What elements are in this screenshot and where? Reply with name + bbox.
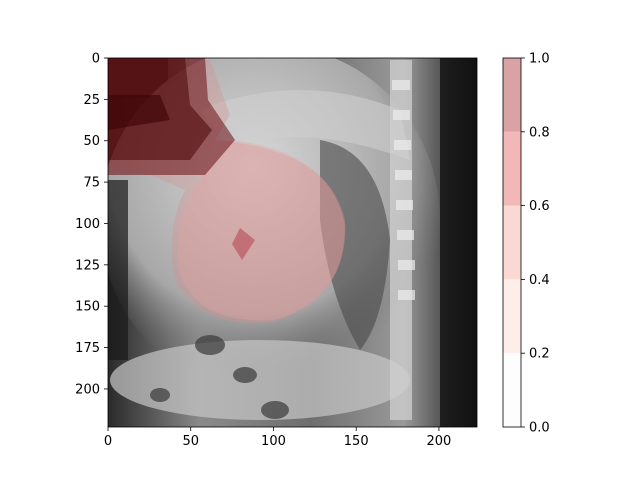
colorbar-band [503,279,521,354]
colorbar-tick-label: 0.4 [529,273,550,288]
y-tick-label: 75 [83,176,100,191]
plot-frame [107,57,478,428]
x-tick-label: 50 [182,434,199,449]
colorbar-band [503,205,521,280]
x-tick-label: 200 [427,434,452,449]
y-tick-label: 125 [75,258,100,273]
colorbar-tick-label: 0.2 [529,347,550,362]
overlay-heart-region [177,140,345,321]
y-tick-label: 100 [75,217,100,232]
x-tick-label: 150 [344,434,369,449]
colorbar-tick-label: 1.0 [529,52,550,67]
y-axis: 0 25 50 75 100 125 150 175 200 [75,52,108,397]
y-tick-label: 25 [83,93,100,108]
colorbar-tick-label: 0.6 [529,199,550,214]
colorbar-band [503,131,521,206]
colorbar: 0.0 0.2 0.4 0.6 0.8 1.0 [502,52,550,436]
y-tick-label: 175 [75,341,100,356]
colorbar-tick-label: 0.8 [529,125,550,140]
y-tick-label: 0 [92,52,100,67]
colorbar-frame [502,57,522,428]
y-tick-label: 200 [75,382,100,397]
x-tick-label: 100 [261,434,286,449]
y-tick-label: 50 [83,134,100,149]
overlay-core-region [108,95,170,130]
xray-image [108,58,477,427]
colorbar-band [503,58,521,132]
colorbar-band [503,353,521,427]
x-axis: 0 50 100 150 200 [104,427,451,449]
colorbar-tick-label: 0.0 [529,421,550,436]
y-tick-label: 150 [75,300,100,315]
x-tick-label: 0 [104,434,112,449]
overlay-peak-spot [232,228,255,260]
heatmap-overlay [108,58,346,324]
